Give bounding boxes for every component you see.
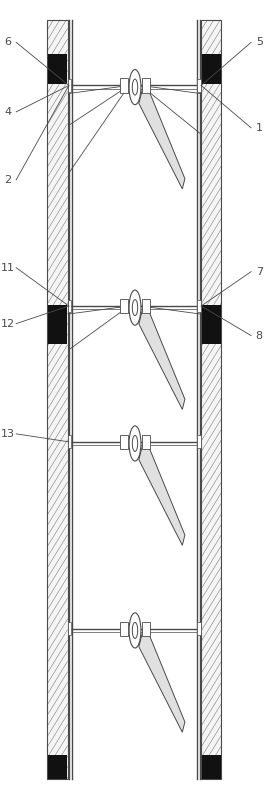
Bar	[47, 20, 68, 779]
Circle shape	[132, 435, 138, 451]
Bar	[120, 299, 128, 313]
Bar	[142, 78, 150, 93]
Bar	[202, 305, 221, 344]
Bar	[202, 755, 221, 779]
Circle shape	[132, 300, 138, 316]
Bar	[48, 54, 67, 84]
Bar	[48, 305, 67, 344]
Circle shape	[129, 290, 141, 325]
Text: 8: 8	[256, 331, 263, 340]
Text: 6: 6	[5, 38, 12, 47]
Circle shape	[132, 622, 138, 638]
Text: 7: 7	[256, 267, 263, 276]
Bar	[197, 300, 201, 312]
Bar	[68, 622, 71, 635]
Circle shape	[129, 70, 141, 105]
Text: 13: 13	[1, 429, 15, 439]
Bar	[68, 435, 71, 448]
Bar	[197, 79, 201, 92]
Bar	[197, 435, 201, 448]
Text: 5: 5	[256, 38, 263, 47]
Bar	[201, 20, 221, 779]
Text: 12: 12	[1, 319, 15, 328]
Polygon shape	[139, 624, 185, 732]
Circle shape	[129, 613, 141, 648]
Bar	[142, 299, 150, 313]
Bar	[197, 622, 201, 635]
Polygon shape	[139, 437, 185, 545]
Bar	[68, 79, 71, 92]
Circle shape	[129, 426, 141, 461]
Bar	[142, 622, 150, 636]
Text: 11: 11	[1, 263, 15, 272]
Bar	[142, 435, 150, 449]
Polygon shape	[139, 301, 185, 409]
Bar	[48, 755, 67, 779]
Bar	[120, 78, 128, 93]
Bar	[120, 435, 128, 449]
Bar	[120, 622, 128, 636]
Text: 2: 2	[5, 175, 12, 185]
Circle shape	[132, 79, 138, 95]
Bar	[202, 54, 221, 84]
Polygon shape	[139, 81, 185, 189]
Bar	[68, 300, 71, 312]
Text: 1: 1	[256, 123, 263, 133]
Text: 4: 4	[5, 107, 12, 117]
